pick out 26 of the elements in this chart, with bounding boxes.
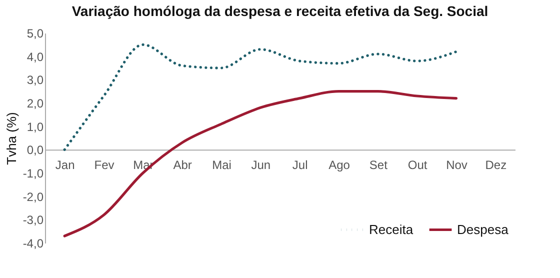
y-tick-label: 1,0 (26, 120, 44, 134)
line-series (63, 43, 458, 151)
chart-title: Variação homóloga da despesa e receita efetiva da Seg. Social (72, 3, 488, 19)
x-tick-label: Jun (251, 158, 271, 172)
x-tick-label: Mai (212, 158, 232, 172)
x-tick-label: Fev (94, 158, 114, 172)
y-tick-label: 5,0 (26, 26, 44, 40)
y-tick-label: 3,0 (26, 73, 44, 88)
y-tick-label: 4,0 (26, 50, 44, 64)
y-tick-label: -3,0 (22, 213, 44, 228)
y-tick-label: -4,0 (22, 236, 44, 250)
y-axis-title: Tvha (%) (4, 112, 19, 165)
x-tick-label: Ago (328, 158, 350, 172)
x-tick-label: Nov (446, 158, 468, 172)
x-tick-label: Set (369, 158, 388, 172)
y-tick-label: -2,0 (22, 190, 44, 204)
y-tick-label: 0,0 (26, 143, 44, 158)
x-tick-label: Jan (55, 158, 75, 172)
x-tick-label: Out (408, 158, 428, 172)
x-tick-label: Abr (173, 158, 192, 172)
y-tick-label: -1,0 (22, 166, 44, 180)
legend-label: Despesa (457, 222, 510, 237)
legend-label: Receita (369, 222, 414, 237)
x-tick-label: Jul (292, 158, 308, 172)
y-tick-label: 2,0 (26, 96, 44, 110)
x-tick-label: Dez (485, 158, 507, 172)
